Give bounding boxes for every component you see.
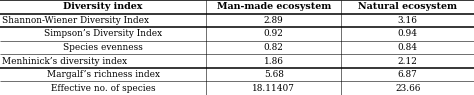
Text: 0.82: 0.82 bbox=[264, 43, 283, 52]
Text: Menhinick’s diversity index: Menhinick’s diversity index bbox=[2, 57, 128, 66]
Text: Diversity index: Diversity index bbox=[64, 2, 143, 11]
Text: 6.87: 6.87 bbox=[398, 70, 418, 79]
Text: 5.68: 5.68 bbox=[264, 70, 283, 79]
Text: 23.66: 23.66 bbox=[395, 84, 420, 93]
Text: Margalf’s richness index: Margalf’s richness index bbox=[46, 70, 160, 79]
Text: 0.92: 0.92 bbox=[264, 29, 283, 38]
Text: Natural ecosystem: Natural ecosystem bbox=[358, 2, 457, 11]
Text: Shannon-Wiener Diversity Index: Shannon-Wiener Diversity Index bbox=[2, 16, 149, 25]
Text: Simpson’s Diversity Index: Simpson’s Diversity Index bbox=[44, 29, 162, 38]
Text: 18.11407: 18.11407 bbox=[252, 84, 295, 93]
Text: Man-made ecosystem: Man-made ecosystem bbox=[217, 2, 331, 11]
Text: 2.89: 2.89 bbox=[264, 16, 283, 25]
Text: 0.84: 0.84 bbox=[398, 43, 418, 52]
Text: 0.94: 0.94 bbox=[398, 29, 418, 38]
Text: 2.12: 2.12 bbox=[398, 57, 418, 66]
Text: 1.86: 1.86 bbox=[264, 57, 283, 66]
Text: 3.16: 3.16 bbox=[398, 16, 418, 25]
Text: Species evenness: Species evenness bbox=[63, 43, 143, 52]
Text: Effective no. of species: Effective no. of species bbox=[51, 84, 155, 93]
